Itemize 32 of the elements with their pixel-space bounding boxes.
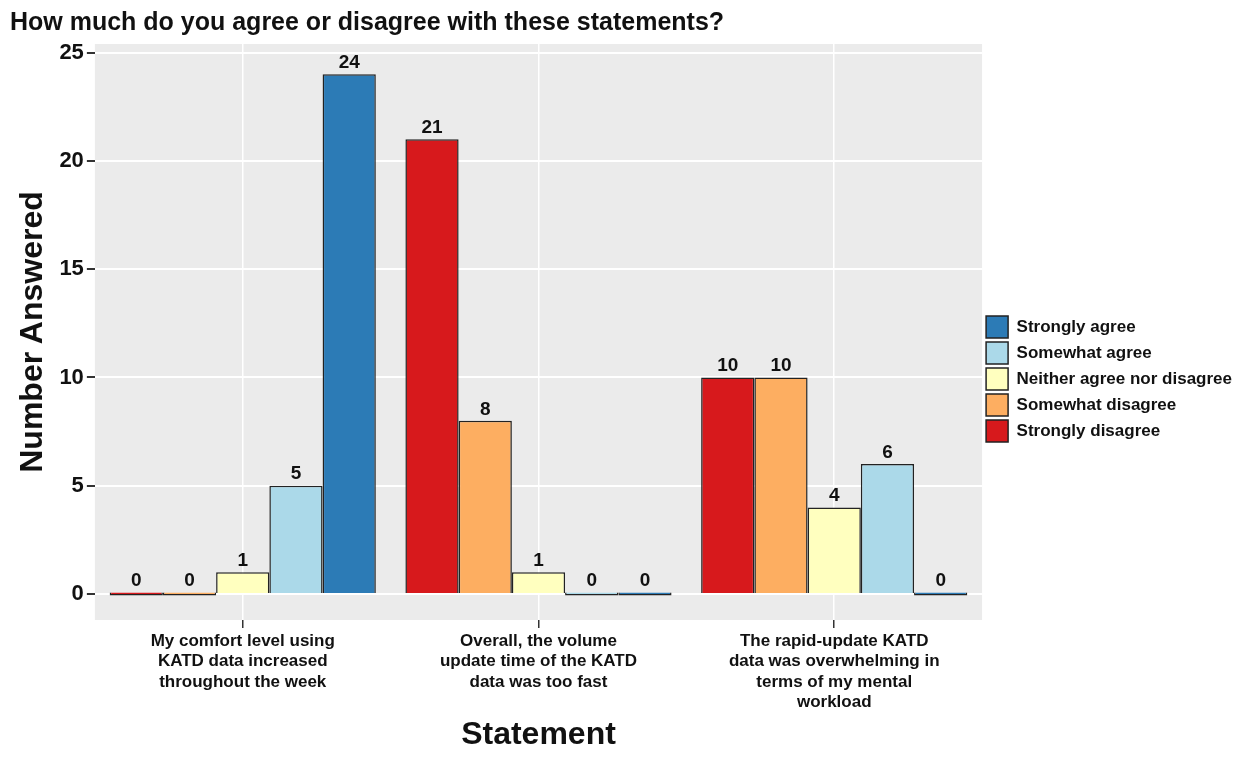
x-tick-label: The rapid-update KATD data was overwhelming in terms of my mental workload	[728, 630, 940, 712]
data-label: 0	[184, 569, 195, 591]
x-tick-label: My comfort level using KATD data increased throughout the week	[150, 630, 335, 691]
y-tick-label: 15	[59, 255, 84, 281]
data-label: 5	[290, 462, 302, 484]
y-tick-label: 10	[59, 363, 84, 389]
y-tick-label: 25	[59, 38, 84, 64]
legend-label: Strongly agree	[1016, 316, 1136, 336]
data-label: 8	[479, 397, 491, 419]
data-label: 1	[237, 549, 249, 571]
legend-label: Neither agree nor disagree	[1016, 368, 1233, 388]
data-label: 1	[533, 549, 545, 571]
data-label: 0	[130, 569, 142, 591]
x-axis-title: Statement	[461, 714, 617, 751]
data-label: 0	[935, 569, 946, 591]
x-tick-label: Overall, the volume update time of the KATD data was too fast	[439, 630, 638, 691]
y-axis-title: Number Answered	[13, 191, 50, 473]
data-label: 4	[828, 484, 840, 506]
chart-title: How much do you agree or disagree with these statements?	[10, 6, 725, 35]
data-label: 0	[586, 569, 597, 591]
data-label: 10	[770, 354, 792, 376]
legend-label: Somewhat agree	[1016, 342, 1152, 362]
y-tick-label: 5	[71, 471, 84, 497]
y-tick-label: 20	[59, 146, 84, 172]
data-label: 6	[882, 440, 893, 462]
y-tick-label: 0	[71, 580, 84, 606]
data-label: 0	[639, 569, 651, 591]
legend-label: Somewhat disagree	[1016, 394, 1177, 414]
data-label: 21	[421, 116, 444, 138]
legend-label: Strongly disagree	[1016, 420, 1161, 440]
data-label: 10	[717, 354, 739, 376]
data-label: 24	[338, 51, 361, 73]
